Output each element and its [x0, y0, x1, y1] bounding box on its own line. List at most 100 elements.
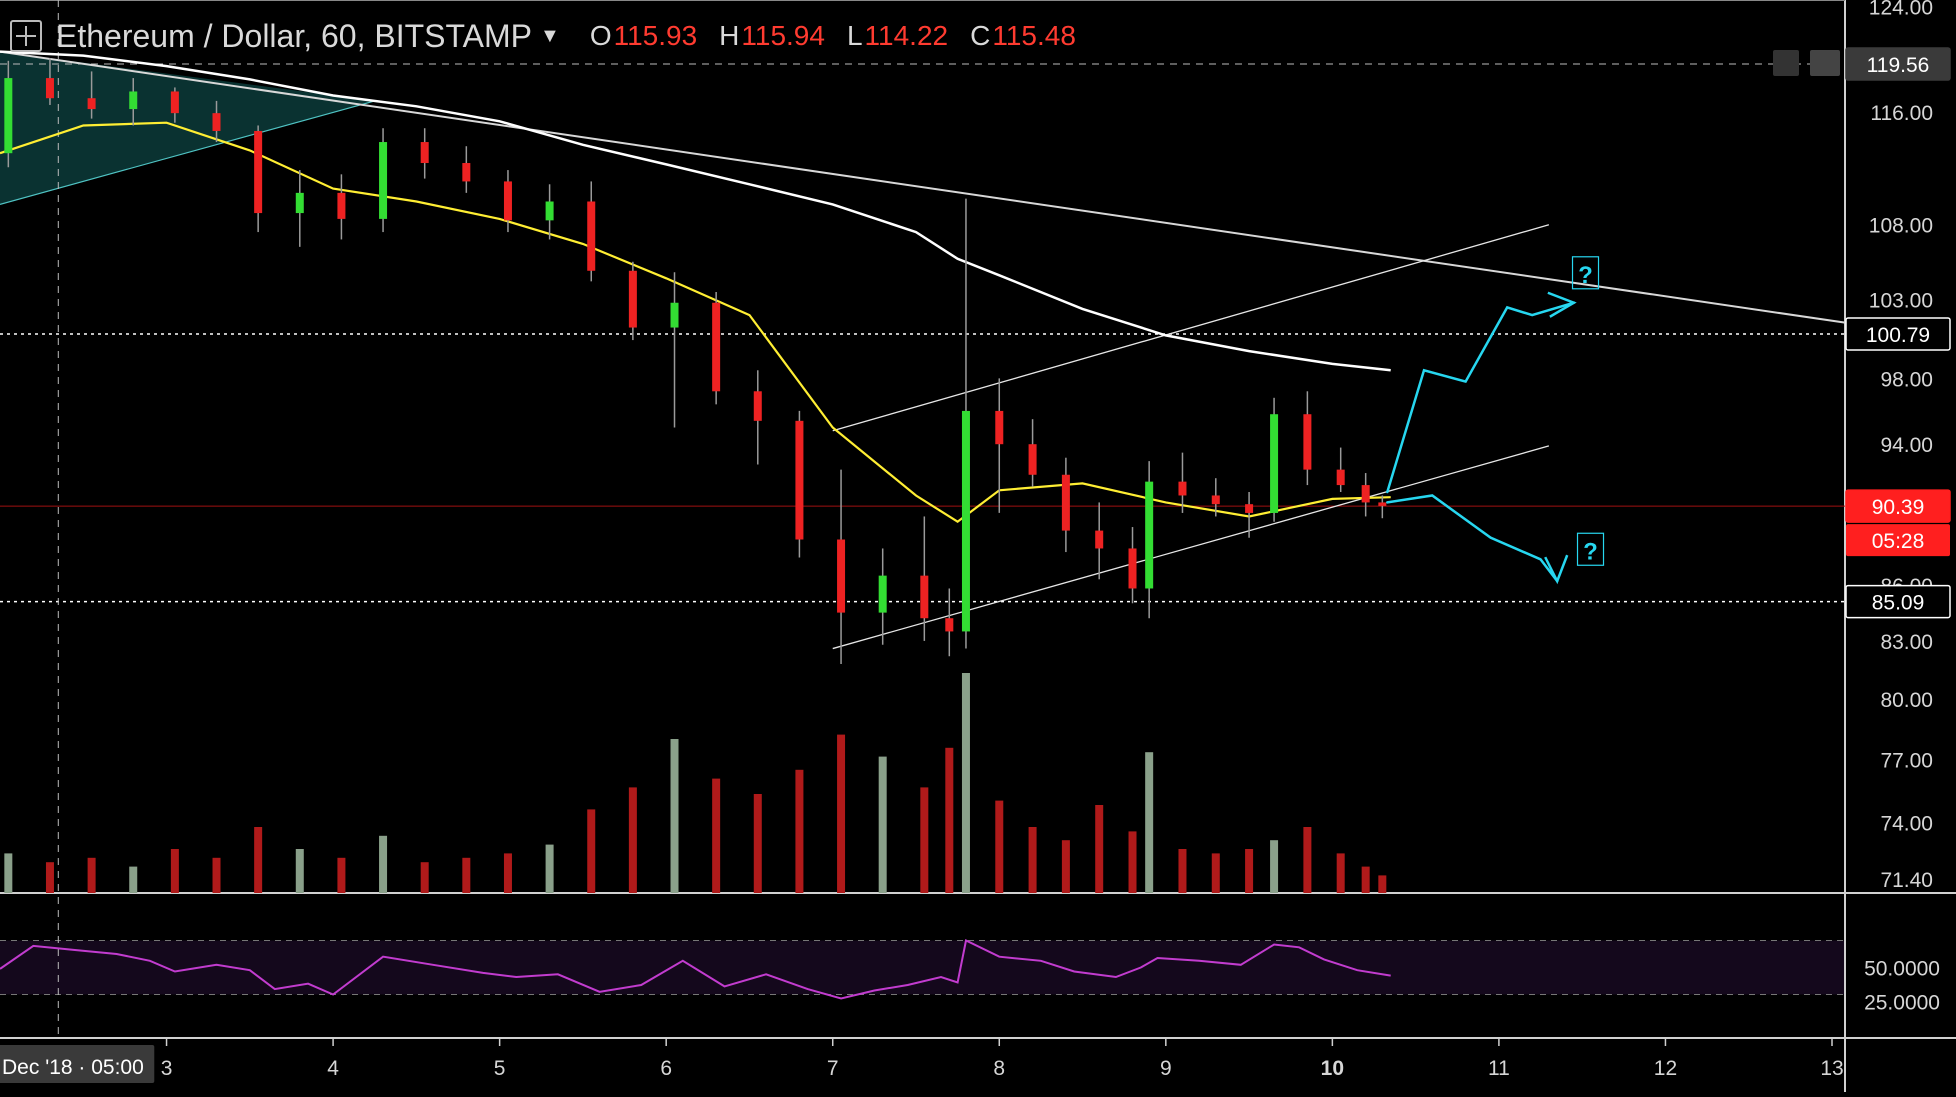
candle-body — [4, 78, 13, 154]
candle-body — [1361, 485, 1370, 503]
volume-bar — [1336, 853, 1345, 893]
time-tick-label: 3 — [161, 1057, 173, 1080]
candle-body — [87, 98, 96, 110]
volume-bar — [212, 857, 221, 893]
candle-body — [1145, 481, 1154, 589]
candle-body — [1061, 474, 1070, 531]
price-tick-label: 98.00 — [1880, 368, 1933, 391]
rsi-line — [0, 939, 1391, 1000]
candle-body — [1270, 414, 1279, 513]
volume-bar — [545, 844, 554, 893]
volume-bar — [462, 857, 471, 893]
candle-body — [920, 575, 929, 619]
candle-body — [1303, 414, 1312, 470]
candle-body — [1378, 502, 1387, 506]
crosshair-time-label: 02 Dec '18 · 05:00 — [0, 1056, 144, 1079]
candle-body — [462, 163, 471, 182]
moving-average-line — [0, 50, 1391, 372]
volume-bar — [1211, 853, 1220, 893]
candle-body — [254, 130, 263, 214]
trendline — [832, 445, 1550, 650]
add-symbol-icon[interactable] — [10, 20, 42, 52]
time-tick-label: 13 — [1820, 1057, 1843, 1080]
candle-body — [961, 410, 970, 632]
volume-bar — [503, 853, 512, 893]
time-tick-label: 6 — [660, 1057, 672, 1080]
candle-body — [1028, 444, 1037, 475]
price-label-text: 100.79 — [1866, 324, 1930, 347]
candle-body — [1336, 469, 1345, 486]
add-crosshair-icon — [1810, 49, 1840, 76]
volume-bar — [379, 835, 388, 893]
volume-bar — [45, 862, 54, 893]
price-label-box — [1845, 584, 1951, 619]
low-value: 114.22 — [864, 20, 949, 51]
time-tick-label: 4 — [327, 1057, 339, 1080]
trendline — [832, 224, 1550, 432]
volume-bar — [1178, 849, 1187, 893]
volume-bar — [961, 673, 970, 893]
moving-average-line — [0, 121, 1391, 524]
volume-bar — [1095, 805, 1104, 893]
volume-bar — [87, 857, 96, 893]
price-tick-label: 94.00 — [1880, 434, 1933, 457]
candle-body — [212, 113, 221, 131]
triangle-pattern-fill — [0, 51, 375, 205]
chart-header: Ethereum / Dollar, 60, BITSTAMP ▼ O 115.… — [0, 8, 1076, 64]
scroll-button-icon — [1773, 49, 1799, 76]
candle-body — [628, 270, 637, 328]
price-tick-label: 116.00 — [1870, 102, 1933, 125]
close-label: C — [970, 20, 991, 51]
low-label: L — [846, 20, 863, 51]
rsi-tick-label: 25.0000 — [1864, 991, 1940, 1014]
countdown-text: 05:28 — [1872, 530, 1925, 553]
open-label: O — [589, 20, 612, 51]
candle-body — [337, 192, 346, 219]
volume-bar — [1245, 849, 1254, 893]
projection-path — [1386, 494, 1559, 583]
candle-body — [670, 302, 679, 328]
candle-body — [712, 302, 721, 392]
symbol-title[interactable]: Ethereum / Dollar, 60, BITSTAMP — [56, 17, 533, 54]
volume-bar — [945, 747, 954, 893]
chevron-down-icon[interactable]: ▼ — [540, 24, 560, 47]
price-tick-label: 124.00 — [1869, 0, 1933, 19]
candle-body — [545, 201, 554, 221]
time-tick-label: 8 — [993, 1057, 1005, 1080]
candle-body — [995, 410, 1004, 445]
triangle-lower-edge — [0, 100, 375, 205]
candle-body — [1211, 495, 1220, 505]
volume-bar — [1303, 827, 1312, 893]
candle-body — [1128, 548, 1137, 589]
volume-bar — [1361, 866, 1370, 893]
price-label-text: 85.09 — [1872, 592, 1925, 615]
candle-body — [1245, 504, 1254, 513]
volume-bar — [295, 849, 304, 893]
volume-bar — [1378, 875, 1387, 893]
projection-path — [1386, 301, 1576, 494]
countdown-box — [1846, 524, 1950, 557]
volume-bar — [795, 769, 804, 893]
time-tick-label: 5 — [494, 1057, 506, 1080]
rsi-tick-label: 50.0000 — [1864, 958, 1940, 981]
price-tick-label: 74.00 — [1880, 812, 1933, 835]
price-tick-label: 77.00 — [1880, 750, 1933, 773]
open-value: 115.93 — [613, 20, 698, 51]
candle-body — [878, 575, 887, 613]
volume-bar — [420, 862, 429, 893]
volume-bar — [670, 739, 679, 893]
candle-body — [837, 539, 846, 613]
candle-body — [170, 91, 179, 114]
candle-body — [1178, 481, 1187, 496]
annotation-label: ? — [1578, 262, 1593, 289]
time-tick-label: 12 — [1654, 1057, 1677, 1080]
volume-bar — [920, 787, 929, 893]
volume-bar — [1028, 827, 1037, 893]
volume-bar — [1270, 840, 1279, 893]
volume-bar — [753, 794, 762, 893]
projection-arrowhead — [1547, 291, 1577, 318]
annotation-box — [1571, 256, 1600, 290]
price-tick-label: 80.00 — [1880, 689, 1933, 712]
